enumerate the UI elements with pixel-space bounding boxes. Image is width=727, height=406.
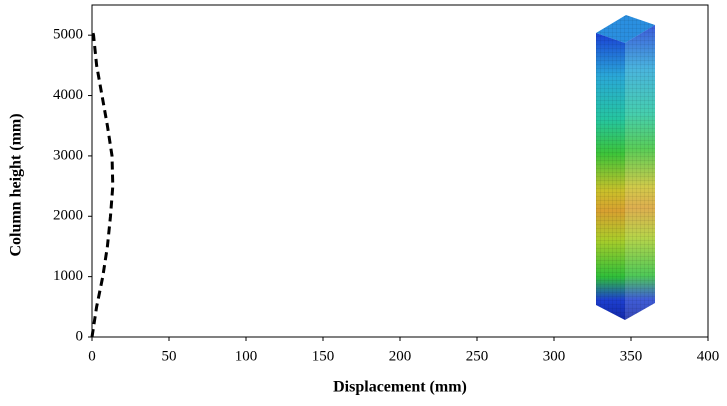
x-tick-label: 350	[620, 348, 643, 364]
x-tick-label: 250	[466, 348, 489, 364]
x-axis-title: Displacement (mm)	[333, 379, 467, 396]
fe-column-image	[596, 15, 655, 320]
y-tick-label: 2000	[53, 208, 83, 224]
y-tick-label: 1000	[53, 268, 83, 284]
x-tick-label: 0	[88, 348, 96, 364]
y-tick-label: 4000	[53, 87, 83, 103]
x-tick-label: 400	[697, 348, 720, 364]
y-tick-label: 5000	[53, 27, 83, 43]
x-tick-label: 300	[543, 348, 566, 364]
y-axis-title: Column height (mm)	[8, 113, 25, 256]
x-tick-label: 150	[312, 348, 335, 364]
y-tick-label: 3000	[53, 147, 83, 163]
y-tick-label: 0	[76, 328, 84, 344]
x-tick-label: 100	[235, 348, 258, 364]
data-line	[90, 28, 115, 338]
x-tick-label: 200	[389, 348, 412, 364]
x-tick-label: 50	[162, 348, 177, 364]
